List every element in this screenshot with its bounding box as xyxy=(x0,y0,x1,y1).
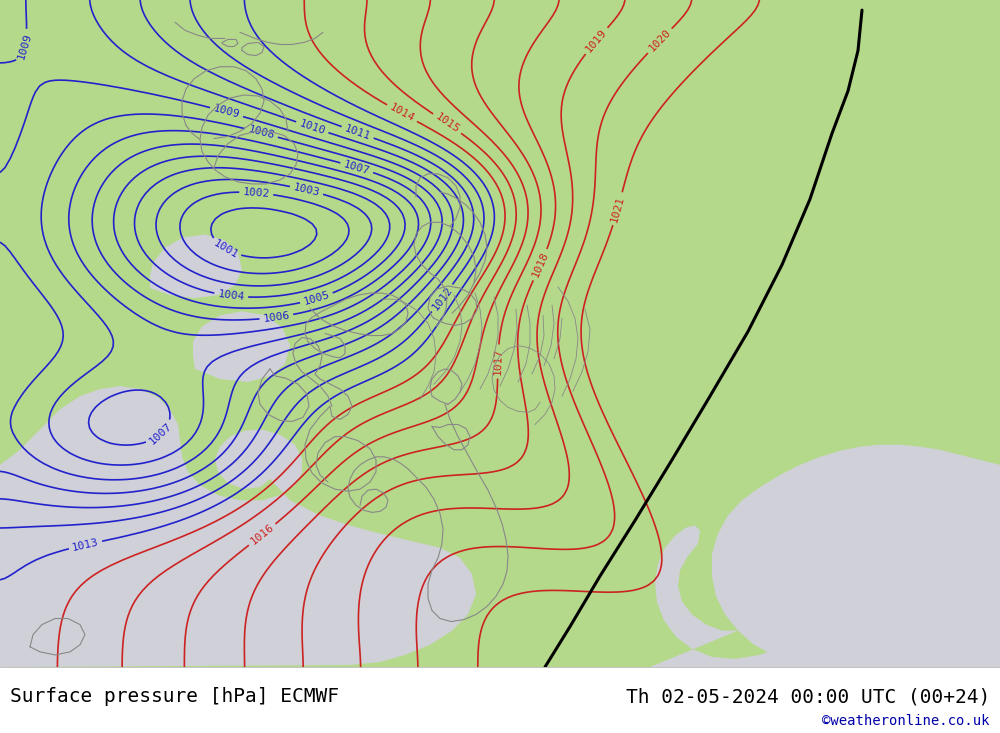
Text: Th 02-05-2024 00:00 UTC (00+24): Th 02-05-2024 00:00 UTC (00+24) xyxy=(626,688,990,706)
Text: 1013: 1013 xyxy=(71,537,100,553)
Text: 1015: 1015 xyxy=(433,111,461,136)
Polygon shape xyxy=(500,445,1000,667)
Text: 1005: 1005 xyxy=(302,290,331,307)
Text: 1017: 1017 xyxy=(492,348,503,375)
Text: 1002: 1002 xyxy=(242,187,270,199)
Text: 1014: 1014 xyxy=(388,103,416,124)
Text: 1009: 1009 xyxy=(212,103,241,120)
Text: 1008: 1008 xyxy=(247,125,276,141)
Text: 1004: 1004 xyxy=(217,290,245,302)
Text: Surface pressure [hPa] ECMWF: Surface pressure [hPa] ECMWF xyxy=(10,688,339,706)
Text: 1001: 1001 xyxy=(212,238,240,260)
Text: 1012: 1012 xyxy=(430,284,454,312)
Text: 1010: 1010 xyxy=(298,118,327,136)
Text: 1016: 1016 xyxy=(249,523,276,547)
Polygon shape xyxy=(150,235,242,298)
Text: 1021: 1021 xyxy=(609,194,626,223)
Text: 1011: 1011 xyxy=(343,123,372,141)
Polygon shape xyxy=(193,312,290,382)
Text: 1007: 1007 xyxy=(342,159,371,176)
Text: 1007: 1007 xyxy=(147,421,174,446)
Text: 1020: 1020 xyxy=(647,28,673,54)
Text: 1019: 1019 xyxy=(584,27,609,54)
Text: 1003: 1003 xyxy=(292,183,321,198)
Polygon shape xyxy=(0,0,476,667)
Text: 1009: 1009 xyxy=(17,32,34,60)
Text: 1018: 1018 xyxy=(530,251,550,279)
Text: 1006: 1006 xyxy=(262,310,290,324)
Text: ©weatheronline.co.uk: ©weatheronline.co.uk xyxy=(822,714,990,728)
